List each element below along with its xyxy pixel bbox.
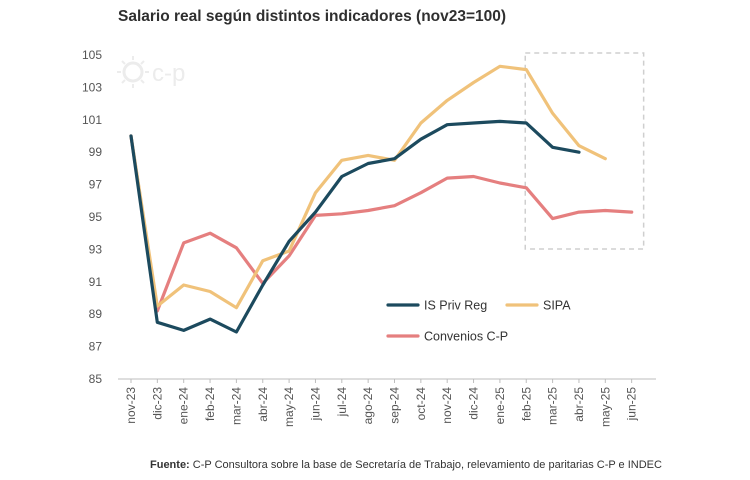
y-tick-label: 85: [89, 372, 103, 386]
x-tick-label: abr-25: [572, 387, 586, 422]
x-tick-label: oct-24: [414, 387, 428, 421]
legend-label: SIPA: [543, 299, 571, 313]
x-tick-label: jul-24: [335, 387, 349, 418]
chart-title: Salario real según distintos indicadores…: [118, 8, 507, 25]
y-tick-label: 105: [82, 48, 102, 62]
y-tick-label: 93: [89, 242, 103, 256]
cp-logo-watermark: c-p: [117, 56, 185, 88]
x-tick-label: dic-23: [150, 387, 164, 420]
x-tick-label: feb-24: [203, 387, 217, 421]
series-line-is-priv-reg: [129, 119, 581, 334]
x-tick-label: abr-24: [256, 387, 270, 422]
x-tick-label: sep-24: [388, 387, 402, 424]
legend-label: Convenios C-P: [424, 330, 508, 344]
y-tick-label: 99: [89, 145, 103, 159]
logo-text: c-p: [152, 60, 185, 87]
source-note: Fuente: C-P Consultora sobre la base de …: [150, 459, 662, 471]
x-tick-label: ene-24: [177, 387, 191, 425]
y-tick-label: 101: [82, 113, 102, 127]
source-label: Fuente:: [150, 459, 190, 471]
x-tick-label: ene-25: [493, 387, 507, 425]
x-tick-label: jun-24: [308, 387, 322, 422]
x-tick-label: may-25: [598, 387, 612, 427]
y-tick-label: 87: [89, 340, 103, 354]
y-tick-label: 103: [82, 80, 102, 94]
y-tick-label: 91: [89, 275, 103, 289]
series-line-convenios-c-p: [129, 134, 634, 313]
legend-label: IS Priv Reg: [424, 299, 487, 313]
y-tick-label: 89: [89, 307, 103, 321]
x-tick-label: mar-25: [546, 387, 560, 425]
series-line-sipa: [129, 64, 607, 310]
x-tick-label: mar-24: [229, 387, 243, 425]
x-tick-label: jun-25: [625, 387, 639, 422]
x-tick-label: dic-24: [467, 387, 481, 420]
x-tick-label: feb-25: [519, 387, 533, 421]
x-tick-label: may-24: [282, 387, 296, 427]
highlight-box: [524, 52, 645, 250]
y-tick-label: 95: [89, 210, 103, 224]
x-tick-label: nov-24: [440, 387, 454, 424]
source-text: C-P Consultora sobre la base de Secretar…: [189, 459, 662, 471]
x-tick-label: nov-23: [124, 387, 138, 424]
y-tick-label: 97: [89, 178, 103, 192]
x-tick-label: ago-24: [361, 387, 375, 425]
